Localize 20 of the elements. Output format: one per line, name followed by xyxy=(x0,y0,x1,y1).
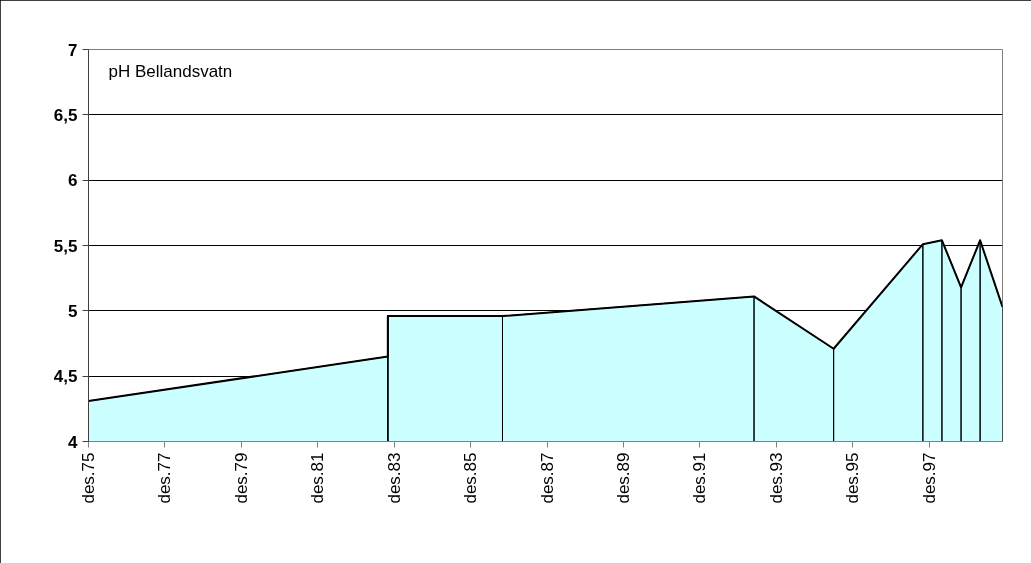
x-tick-label: des.83 xyxy=(384,452,404,504)
y-tick-label: 6 xyxy=(68,171,78,191)
y-tick-label: 5,5 xyxy=(53,236,78,256)
x-tick-label: des.77 xyxy=(155,452,175,504)
text: pH Bellandsvatn xyxy=(108,62,233,81)
x-tick-label: des.89 xyxy=(614,452,634,504)
x-tick-label: des.79 xyxy=(231,452,251,504)
x-tick-label: des.87 xyxy=(537,452,557,504)
x-tick-label: des.85 xyxy=(461,452,481,504)
y-tick-label: 4,5 xyxy=(53,367,78,387)
y-tick-label: 5 xyxy=(68,301,78,321)
y-tick-label: 6,5 xyxy=(53,105,78,125)
x-tick-label: des.75 xyxy=(79,452,98,504)
y-tick-label: 4 xyxy=(68,432,79,452)
x-tick-label: des.81 xyxy=(308,452,328,504)
x-tick-label: des.91 xyxy=(690,452,710,504)
x-tick-label: des.97 xyxy=(919,452,939,504)
y-tick-label: 7 xyxy=(68,40,78,60)
x-tick-label: des.95 xyxy=(843,452,863,504)
x-tick-label: des.93 xyxy=(766,452,786,504)
